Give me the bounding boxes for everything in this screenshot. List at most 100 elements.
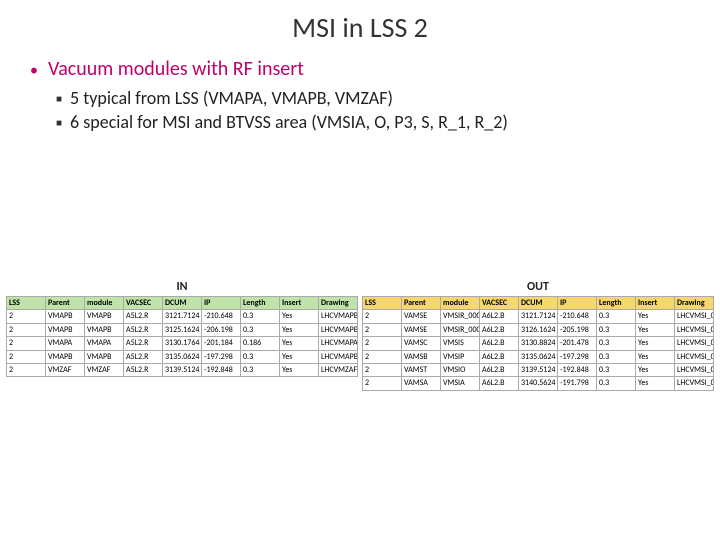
table-header-cell: module [441,297,480,310]
table-cell: VMAPB [46,323,85,336]
table-cell: Yes [280,323,319,336]
table-cell: VMAPB [46,350,85,363]
table-cell: 0.3 [241,310,280,323]
table-cell: 0.3 [241,323,280,336]
table-cell: 3126.1624 [519,323,558,336]
table-cell: VAMSE [402,310,441,323]
table-cell: LHCVMSI_0003 [675,323,714,336]
table-header-cell: DCUM [519,297,558,310]
table-cell: VMSIS [441,337,480,350]
table-cell: LHCVMSI_0001 [675,377,714,390]
table-cell: 3139.5124 [519,363,558,376]
table-cell: VAMSE [402,323,441,336]
table-cell: Yes [636,363,675,376]
table-cell: -192.848 [558,363,597,376]
table-cell: 0.3 [597,310,636,323]
slide: MSI in LSS 2 • Vacuum modules with RF in… [0,0,720,540]
table-in-body: 2VMAPBVMAPBA5L2.R3121.7124-210.6480.3Yes… [7,310,358,377]
table-cell: Yes [280,363,319,376]
table-cell: VAMSB [402,350,441,363]
table-cell: VMAPB [85,323,124,336]
table-cell: VAMSC [402,337,441,350]
table-out-head: LSSParentmoduleVACSECDCUMIPLengthInsertD… [363,297,714,310]
table-cell: VMZAF [46,363,85,376]
table-cell: 0.3 [597,337,636,350]
table-cell: VMSIR_0002 [441,310,480,323]
bullet-square-icon: ■ [56,92,62,105]
table-cell: VMAPB [85,350,124,363]
table-header-cell: VACSEC [124,297,163,310]
table-cell: LHCVMSI_0002 [675,310,714,323]
table-row: 2VMAPBVMAPBA5L2.R3121.7124-210.6480.3Yes… [7,310,358,323]
table-cell: 2 [363,310,402,323]
bullet-square-icon: ■ [56,116,62,129]
table-cell: 0.3 [241,350,280,363]
table-cell: Yes [636,350,675,363]
table-cell: A6L2.B [480,363,519,376]
table-cell: Yes [636,323,675,336]
table-cell: A5L2.R [124,363,163,376]
table-row: 2VAMSTVMSIOA6L2.B3139.5124-192.8480.3Yes… [363,363,714,376]
table-header-cell: IP [202,297,241,310]
table-cell: A6L2.B [480,337,519,350]
table-row: 2VMZAFVMZAFA5L2.R3139.5124-192.8480.3Yes… [7,363,358,376]
table-cell: 2 [7,350,46,363]
table-cell: Yes [280,310,319,323]
table-cell: 3130.8824 [519,337,558,350]
table-cell: 3121.7124 [163,310,202,323]
table-cell: LHCVMSI_0005 [675,350,714,363]
table-header-cell: Insert [636,297,675,310]
table-row: 2VAMSEVMSIR_0001A6L2.B3126.1624-205.1980… [363,323,714,336]
table-cell: -197.298 [558,350,597,363]
table-in-label: IN [6,280,358,296]
table-cell: 3135.0624 [163,350,202,363]
table-cell: VMSIO [441,363,480,376]
table-cell: A6L2.B [480,323,519,336]
table-cell: 3139.5124 [163,363,202,376]
table-header-cell: DCUM [163,297,202,310]
table-cell: LHCVMSI_0004 [675,337,714,350]
table-cell: 2 [363,350,402,363]
table-header-cell: Drawing [675,297,714,310]
table-cell: LHCVMSI_0006 [675,363,714,376]
table-cell: 3140.5624 [519,377,558,390]
table-cell: 0.3 [597,377,636,390]
table-row: 2VAMSEVMSIR_0002A6L2.B3121.7124-210.6480… [363,310,714,323]
table-cell: 3121.7124 [519,310,558,323]
table-cell: 2 [363,377,402,390]
table-cell: A6L2.B [480,310,519,323]
bullet-level2: ■ 6 special for MSI and BTVSS area (VMSI… [56,111,690,133]
table-cell: 0.186 [241,337,280,350]
table-cell: VMAPA [46,337,85,350]
table-header-cell: Parent [402,297,441,310]
bullet-level1: • Vacuum modules with RF insert [30,57,690,81]
table-cell: VMSIR_0001 [441,323,480,336]
table-cell: -201.478 [558,337,597,350]
table-cell: 2 [363,323,402,336]
table-cell: Yes [636,377,675,390]
bullet-level1-text: Vacuum modules with RF insert [48,57,304,81]
table-cell: -210.648 [558,310,597,323]
table-cell: 0.3 [241,363,280,376]
table-row: 2VAMSCVMSISA6L2.B3130.8824-201.4780.3Yes… [363,337,714,350]
table-in: LSSParentmoduleVACSECDCUMIPLengthInsertD… [6,296,358,377]
table-cell: -201.184 [202,337,241,350]
table-out: LSSParentmoduleVACSECDCUMIPLengthInsertD… [362,296,714,391]
table-cell: 3135.0624 [519,350,558,363]
table-header-cell: Parent [46,297,85,310]
table-cell: 2 [7,363,46,376]
table-header-cell: module [85,297,124,310]
table-cell: A5L2.R [124,310,163,323]
table-out-body: 2VAMSEVMSIR_0002A6L2.B3121.7124-210.6480… [363,310,714,390]
table-cell: VAMSA [402,377,441,390]
table-header-cell: Length [597,297,636,310]
table-row: 2VMAPBVMAPBA5L2.R3135.0624-197.2980.3Yes… [7,350,358,363]
table-row: 2VMAPAVMAPAA5L2.R3130.1764-201.1840.186Y… [7,337,358,350]
table-header-cell: LSS [363,297,402,310]
table-row: 2VAMSAVMSIAA6L2.B3140.5624-191.7980.3Yes… [363,377,714,390]
table-cell: LHCVMAPB0001 [319,350,358,363]
table-cell: VMAPB [85,310,124,323]
table-cell: 2 [363,363,402,376]
table-out-group: OUT LSSParentmoduleVACSECDCUMIPLengthIns… [362,280,714,391]
tables-container: IN LSSParentmoduleVACSECDCUMIPLengthInse… [0,280,720,391]
